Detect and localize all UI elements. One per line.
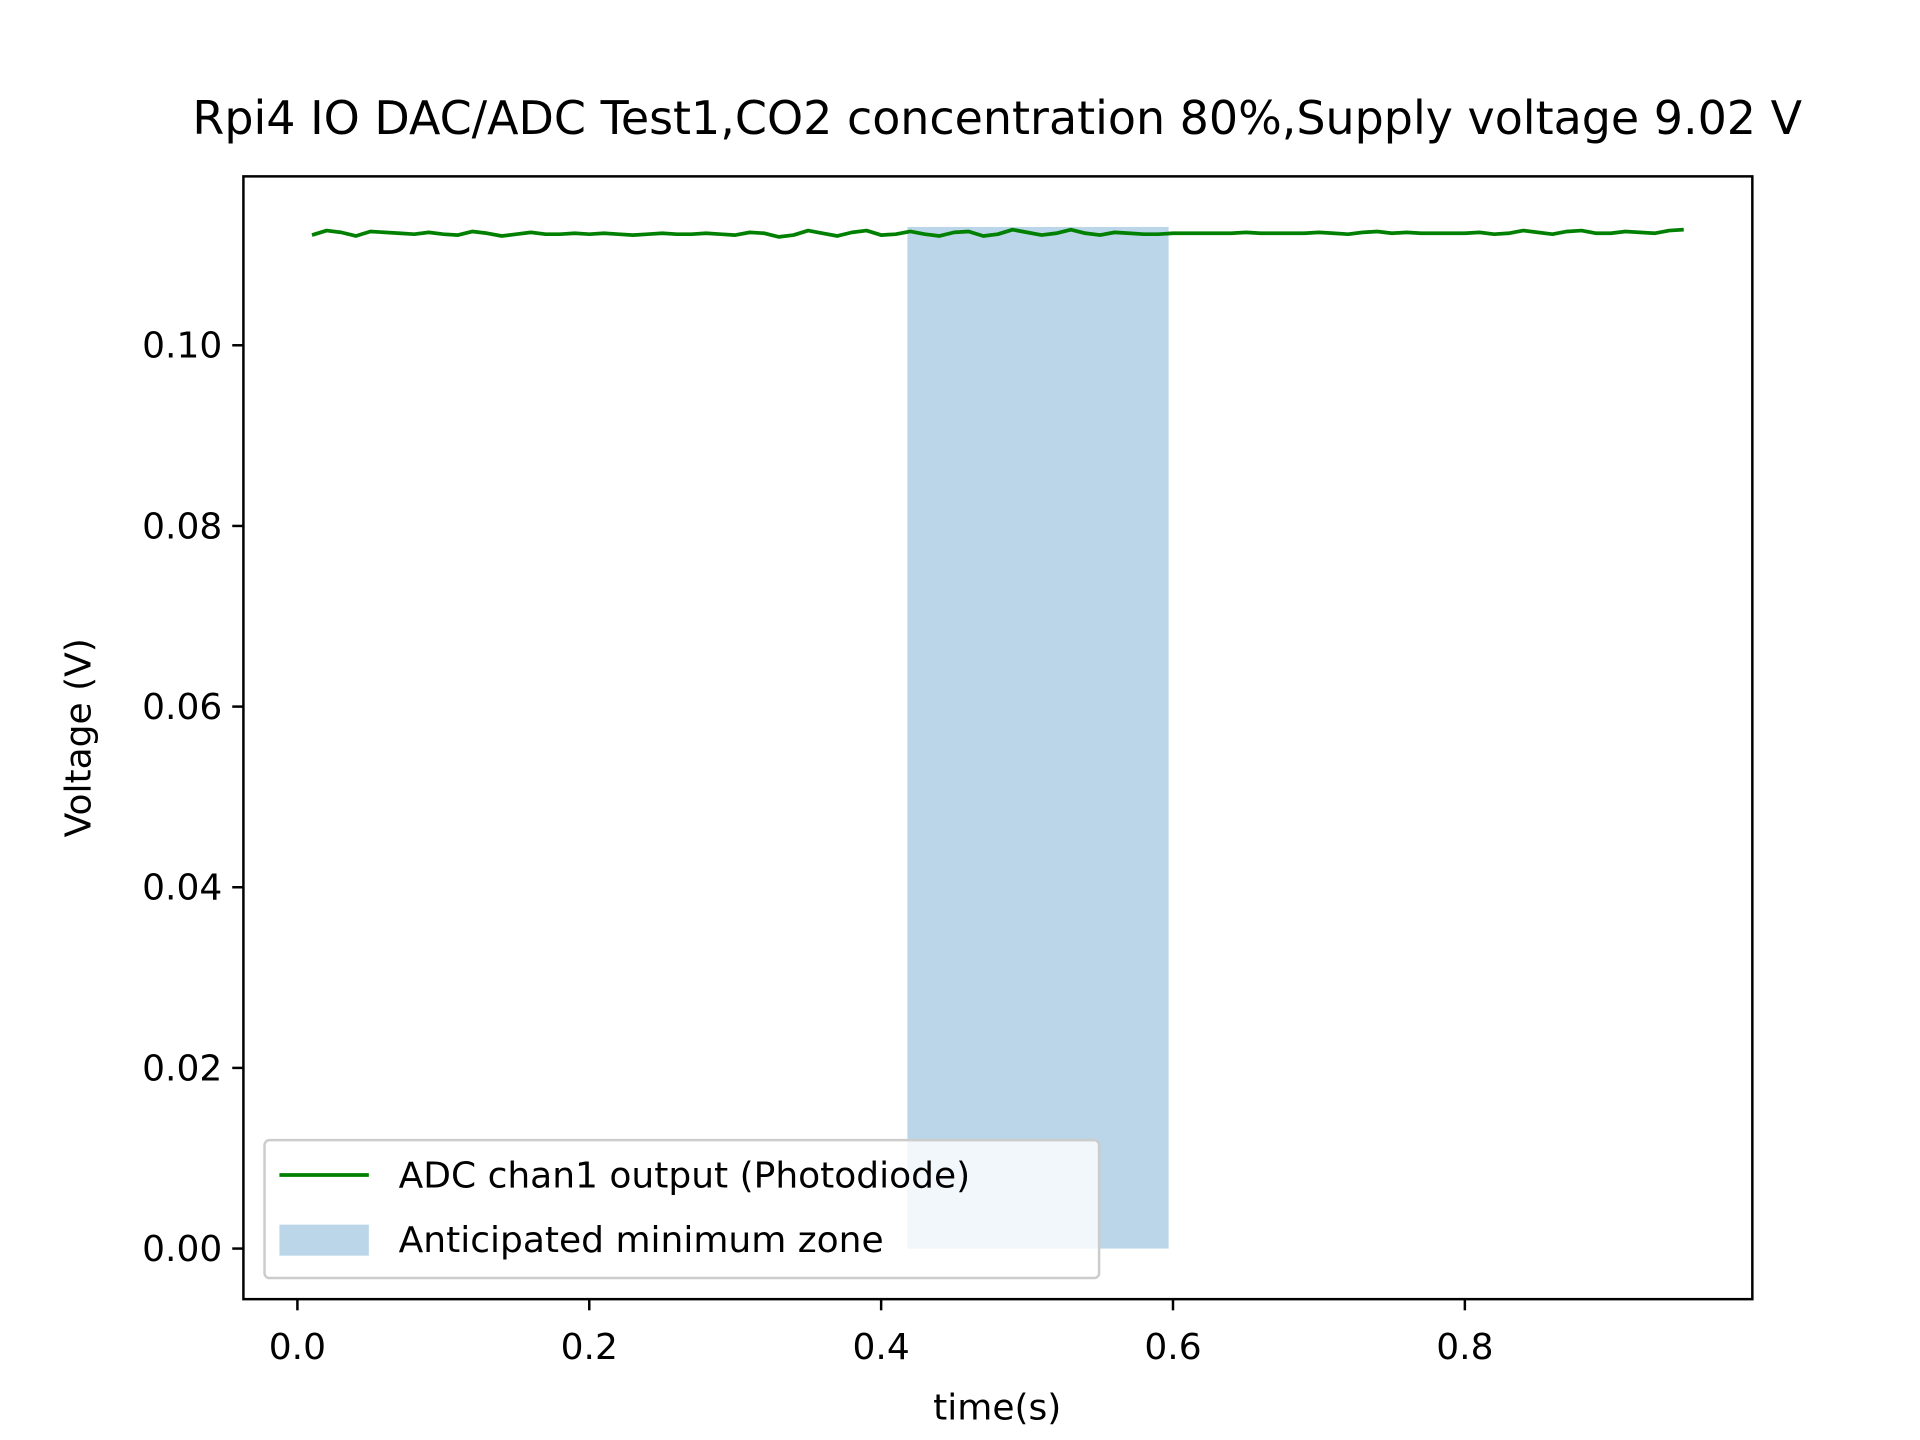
x-tick-label: 0.0 [269, 1327, 326, 1368]
chart-title: Rpi4 IO DAC/ADC Test1,CO2 concentration … [192, 91, 1802, 145]
legend-box [263, 1138, 1101, 1280]
y-tick-label: 0.04 [142, 868, 222, 909]
y-tick-label: 0.06 [142, 687, 222, 728]
y-tick-label: 0.10 [142, 326, 222, 367]
legend: ADC chan1 output (Photodiode) Anticipated… [263, 1138, 1101, 1280]
legend-label: Anticipated minimum zone [399, 1220, 884, 1261]
x-axis-label: time(s) [933, 1388, 1061, 1429]
data-line [311, 227, 1684, 239]
span [907, 226, 1169, 1249]
y-tick-label: 0.00 [142, 1229, 222, 1270]
y-axis-label: Voltage (V) [59, 638, 100, 837]
legend-swatch [279, 1224, 369, 1256]
x-tick-label: 0.8 [1436, 1327, 1493, 1368]
y-tick-label: 0.08 [142, 506, 222, 547]
axes-frame [242, 175, 1754, 1301]
x-tick-label: 0.4 [853, 1327, 910, 1368]
x-tick-label: 0.2 [561, 1327, 618, 1368]
legend-label: ADC chan1 output (Photodiode) [399, 1155, 971, 1196]
y-tick-label: 0.02 [142, 1048, 222, 1089]
x-tick-label: 0.6 [1144, 1327, 1201, 1368]
